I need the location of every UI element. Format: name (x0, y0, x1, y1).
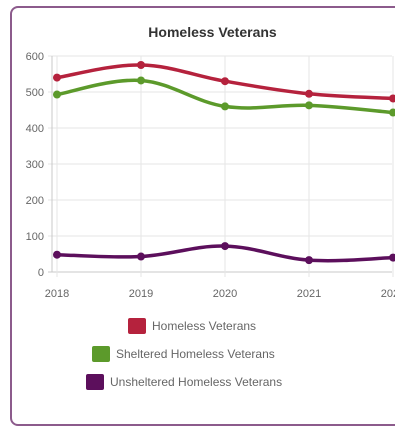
data-point (305, 101, 313, 110)
data-point (389, 253, 395, 262)
legend-swatch (92, 346, 110, 362)
chart-title: Homeless Veterans (148, 24, 277, 40)
y-tick-label: 400 (26, 123, 44, 135)
legend-swatch (128, 318, 146, 334)
legend-item-unsheltered-homeless-veterans[interactable]: Unsheltered Homeless Veterans (86, 374, 282, 390)
legend-label: Unsheltered Homeless Veterans (110, 375, 283, 389)
y-tick-label: 0 (38, 267, 44, 279)
x-axis-ticks: 2018 2019 2020 2021 2022 (45, 288, 395, 300)
data-point (389, 108, 395, 117)
data-point (53, 90, 61, 99)
data-point (137, 76, 145, 85)
y-tick-label: 500 (26, 87, 44, 99)
legend-item-homeless-veterans[interactable]: Homeless Veterans (128, 318, 256, 334)
legend-label: Sheltered Homeless Veterans (116, 347, 275, 361)
data-point (305, 89, 313, 98)
data-point (221, 102, 229, 111)
legend-swatch (86, 374, 104, 390)
x-tick-label: 2018 (45, 288, 69, 300)
y-tick-label: 100 (26, 231, 44, 243)
data-point (389, 94, 395, 103)
legend-label: Homeless Veterans (152, 319, 257, 333)
series-points (53, 61, 395, 265)
grid-lines (48, 55, 394, 277)
y-tick-label: 600 (26, 51, 44, 63)
data-point (137, 252, 145, 261)
legend-item-sheltered-homeless-veterans[interactable]: Sheltered Homeless Veterans (92, 346, 275, 362)
data-point (137, 61, 145, 69)
y-axis-ticks: 0 100 200 300 400 500 600 (26, 51, 44, 279)
x-tick-label: 2019 (129, 288, 153, 300)
y-tick-label: 200 (26, 195, 44, 207)
line-chart: 0 100 200 300 400 500 600 2018 2019 2020 2021 2022 (26, 51, 395, 300)
data-point (53, 250, 61, 259)
data-point (305, 256, 313, 265)
data-point (53, 73, 61, 82)
x-tick-label: 2022 (381, 288, 395, 300)
y-tick-label: 300 (26, 159, 44, 171)
data-point (221, 77, 229, 86)
x-tick-label: 2021 (297, 288, 321, 300)
x-tick-label: 2020 (213, 288, 237, 300)
data-point (221, 242, 229, 251)
